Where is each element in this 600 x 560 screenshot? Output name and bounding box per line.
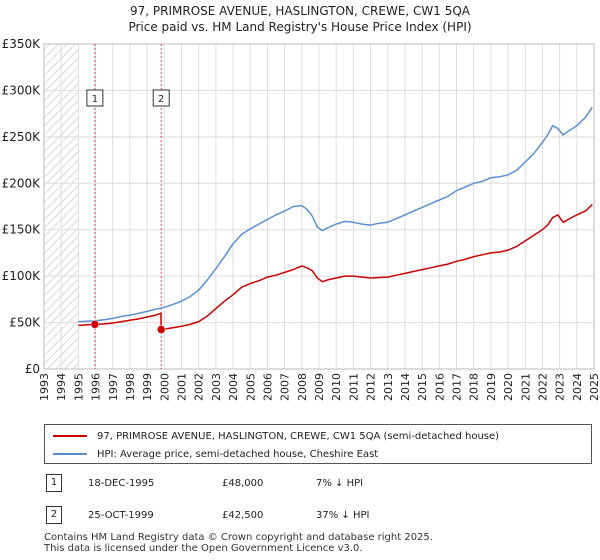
transaction-label: 1 (92, 94, 98, 105)
y-tick-label: £350K (2, 37, 42, 51)
transaction-label: 2 (158, 94, 164, 105)
x-tick-label: 2009 (313, 373, 326, 401)
transaction-date: 25-OCT-1999 (88, 510, 154, 521)
x-tick-label: 1997 (107, 373, 120, 401)
legend-swatch-hpi (53, 453, 87, 455)
x-tick-label: 1994 (55, 373, 68, 401)
legend-item-hpi: HPI: Average price, semi-detached house,… (53, 445, 378, 463)
transaction-row: 2 25-OCT-1999 £42,500 37% ↓ HPI (44, 506, 592, 526)
transaction-badge: 2 (46, 506, 62, 524)
x-tick-label: 2004 (227, 373, 240, 401)
x-tick-label: 1998 (124, 373, 137, 401)
y-tick-label: £0 (25, 362, 40, 376)
x-tick-label: 2003 (210, 373, 223, 401)
transaction-row: 1 18-DEC-1995 £48,000 7% ↓ HPI (44, 474, 592, 494)
y-tick-label: £150K (2, 223, 42, 237)
x-tick-label: 2013 (382, 373, 395, 401)
legend-label-hpi: HPI: Average price, semi-detached house,… (97, 448, 379, 460)
transaction-label-box (86, 89, 104, 107)
legend-label-property: 97, PRIMROSE AVENUE, HASLINGTON, CREWE, … (97, 430, 500, 442)
transaction-hpi-diff: 37% ↓ HPI (316, 510, 370, 521)
plot-border (43, 43, 595, 370)
x-tick-label: 2020 (502, 373, 515, 401)
transaction-label-box (152, 89, 170, 107)
chart-svg: £0 £50K £100K £150K £200K £250K £300K £350K 1993… (2, 37, 600, 401)
x-tick-label: 2006 (261, 373, 274, 401)
footer-copyright: Contains HM Land Registry data © Crown c… (44, 532, 433, 543)
y-tick-label: £300K (2, 83, 42, 97)
x-tick-label: 1996 (90, 373, 103, 401)
x-tick-label: 2024 (571, 373, 584, 401)
x-tick-label: 2001 (176, 373, 189, 401)
x-tick-label: 2000 (158, 373, 171, 401)
x-tick-label: 2002 (193, 373, 206, 401)
transaction-price: £42,500 (222, 510, 264, 521)
x-tick-label: 2017 (451, 373, 464, 401)
chart-title-line2: Price paid vs. HM Land Registry's House … (128, 20, 472, 34)
x-tick-label: 2015 (416, 373, 429, 401)
x-tick-label: 2005 (244, 373, 257, 401)
x-tick-label: 1995 (72, 373, 85, 401)
transaction-hpi-diff: 7% ↓ HPI (316, 478, 364, 489)
series-line-hpi (78, 106, 593, 323)
legend-swatch-property (53, 435, 87, 437)
x-tick-label: 2008 (296, 373, 309, 401)
transaction-price: £48,000 (222, 478, 264, 489)
x-tick-label: 2019 (485, 373, 498, 401)
x-tick-label: 2023 (554, 373, 567, 401)
legend-item-property: 97, PRIMROSE AVENUE, HASLINGTON, CREWE, … (53, 427, 499, 445)
x-tick-label: 2007 (279, 373, 292, 401)
x-tick-label: 2012 (365, 373, 378, 401)
x-tick-label: 2014 (399, 373, 412, 401)
x-tick-label: 2018 (468, 373, 481, 401)
legend: 97, PRIMROSE AVENUE, HASLINGTON, CREWE, … (44, 424, 592, 464)
y-tick-label: £50K (9, 316, 41, 330)
x-tick-label: 2025 (588, 373, 600, 401)
x-tick-label: 2010 (330, 373, 343, 401)
transaction-date: 18-DEC-1995 (88, 478, 155, 489)
y-tick-label: £200K (2, 176, 42, 190)
transaction-badge: 1 (46, 474, 62, 492)
x-tick-label: 1993 (38, 373, 51, 401)
y-tick-label: £250K (2, 130, 42, 144)
transaction-point (156, 325, 166, 334)
transaction-point (90, 320, 100, 329)
x-tick-label: 1999 (141, 373, 154, 401)
x-tick-label: 2022 (536, 373, 549, 401)
chart-title-line1: 97, PRIMROSE AVENUE, HASLINGTON, CREWE, … (129, 4, 471, 18)
footer-licence: This data is licensed under the Open Gov… (44, 543, 363, 554)
x-tick-label: 2016 (433, 373, 446, 401)
x-tick-label: 2021 (519, 373, 532, 401)
y-tick-label: £100K (2, 269, 42, 283)
x-tick-label: 2011 (347, 373, 360, 401)
